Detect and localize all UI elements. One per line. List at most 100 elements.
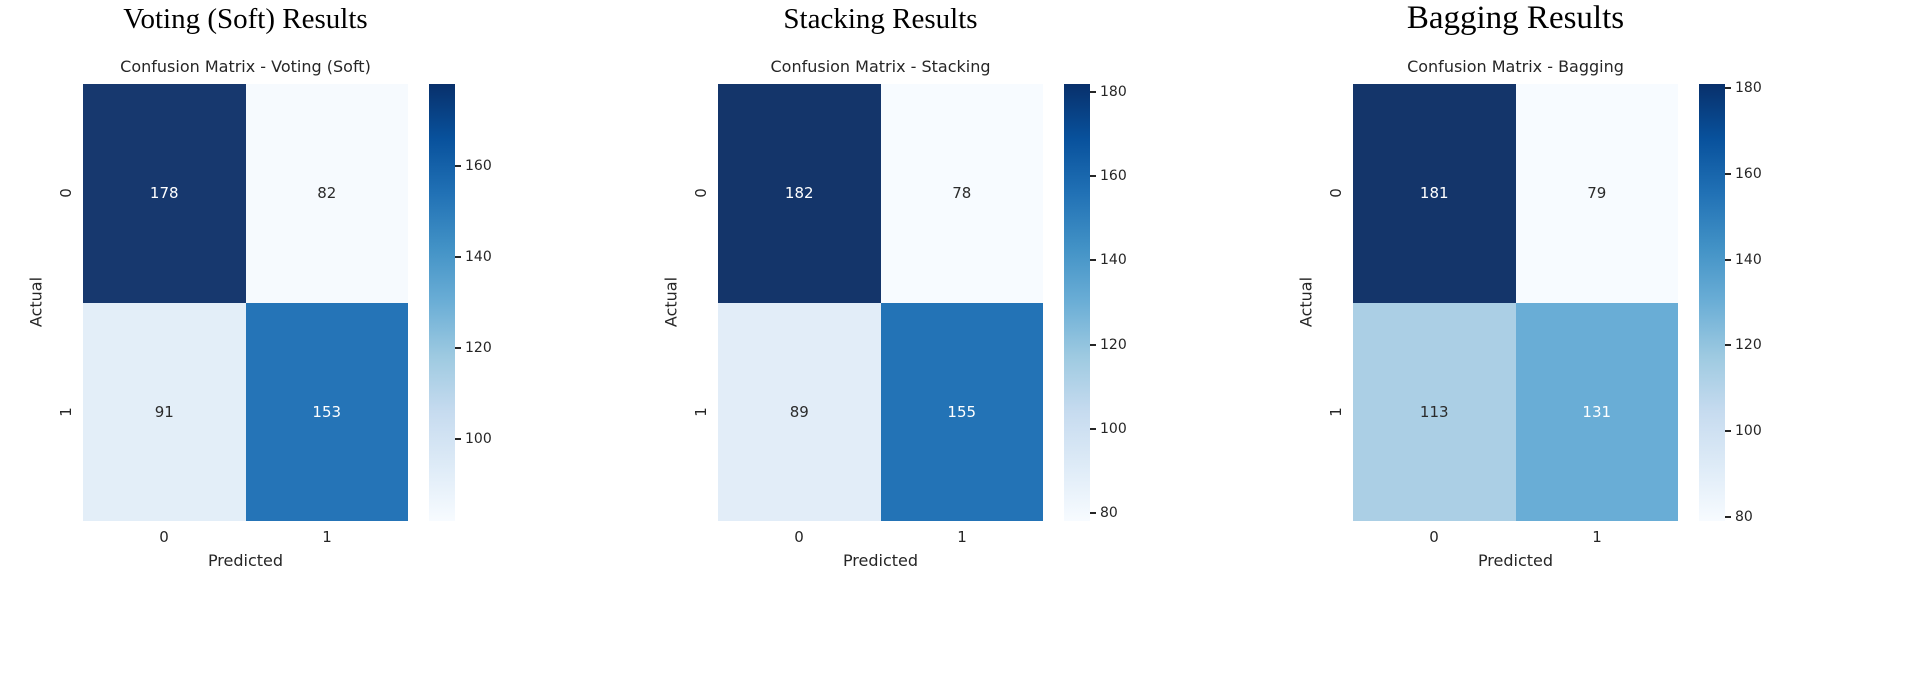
colorbar-tick: 140	[1725, 253, 1762, 267]
y-tick-label: 1	[1327, 407, 1345, 417]
confusion-matrix-heatmap: 182 78 89 155	[718, 84, 1043, 521]
colorbar-tickmark	[1725, 258, 1731, 261]
colorbar-tickmark	[455, 164, 461, 167]
matrix-cell: 82	[245, 84, 408, 303]
colorbar-tickmark	[1725, 87, 1731, 90]
colorbar-tick: 180	[1725, 81, 1762, 95]
colorbar-tick: 120	[455, 341, 492, 355]
colorbar-tick: 100	[1725, 424, 1762, 438]
colorbar-ticks: 100 120 140 160	[455, 84, 507, 521]
colorbar-tick-label: 140	[465, 248, 492, 265]
panel-title: Voting (Soft) Results	[123, 3, 368, 35]
panel-voting-soft: Voting (Soft) Results Confusion Matrix -…	[0, 0, 635, 693]
colorbar-tick-label: 100	[1100, 420, 1127, 437]
y-tick-label: 1	[692, 407, 710, 417]
colorbar-gradient	[429, 84, 455, 521]
colorbar-tick-label: 100	[1735, 423, 1762, 440]
colorbar-tick-label: 180	[1735, 80, 1762, 97]
y-tick-label: 1	[57, 407, 75, 417]
colorbar-tickmark	[1725, 172, 1731, 175]
x-tick-label: 1	[322, 528, 332, 546]
colorbar-tickmark	[1090, 175, 1096, 178]
colorbar-gradient	[1064, 84, 1090, 521]
colorbar-tick-label: 160	[465, 157, 492, 174]
y-tick-label: 0	[1327, 188, 1345, 198]
colorbar-tickmark	[1090, 343, 1096, 346]
panel-title: Stacking Results	[783, 3, 978, 35]
colorbar-tickmark	[1090, 91, 1096, 94]
x-tick-label: 0	[794, 528, 804, 546]
y-axis-label: Actual	[1296, 276, 1316, 328]
colorbar-tickmark	[455, 255, 461, 258]
colorbar-tickmark	[455, 347, 461, 350]
x-tick-label: 0	[159, 528, 169, 546]
colorbar: 100 120 140 160	[429, 84, 492, 521]
colorbar-tick-label: 100	[465, 431, 492, 448]
panel-bagging: Bagging Results Confusion Matrix - Baggi…	[1270, 0, 1905, 693]
colorbar-tick: 80	[1090, 506, 1118, 520]
colorbar-tick-label: 120	[465, 340, 492, 357]
confusion-matrix-heatmap: 178 82 91 153	[83, 84, 408, 521]
colorbar-tick-label: 120	[1735, 337, 1762, 354]
matrix-cell: 78	[880, 84, 1043, 303]
colorbar-tick-label: 120	[1100, 336, 1127, 353]
colorbar-tick: 160	[455, 159, 492, 173]
y-axis-label: Actual	[661, 276, 681, 328]
colorbar-tick: 160	[1090, 169, 1127, 183]
colorbar-tickmark	[1725, 430, 1731, 433]
colorbar-tick: 120	[1725, 338, 1762, 352]
colorbar-ticks: 80 100 120 140 160 180	[1725, 81, 1777, 524]
y-tick-label: 0	[692, 188, 710, 198]
colorbar-tick: 180	[1090, 85, 1127, 99]
colorbar-tick-label: 160	[1100, 168, 1127, 185]
matrix-cell: 178	[83, 84, 246, 303]
colorbar-tickmark	[1090, 427, 1096, 430]
colorbar-tick-label: 180	[1100, 84, 1127, 101]
colorbar-tickmark	[1725, 344, 1731, 347]
axes-title: Confusion Matrix - Stacking	[770, 57, 991, 76]
x-tick-label: 1	[957, 528, 967, 546]
matrix-cell: 79	[1515, 84, 1678, 303]
panel-stacking: Stacking Results Confusion Matrix - Stac…	[635, 0, 1270, 693]
colorbar-tick-label: 80	[1735, 508, 1753, 525]
colorbar-gradient	[1699, 84, 1725, 521]
matrix-cell: 89	[718, 302, 881, 521]
matrix-cell: 182	[718, 84, 881, 303]
colorbar-tick: 140	[455, 250, 492, 264]
x-tick-label: 1	[1592, 528, 1602, 546]
colorbar-tick: 100	[455, 432, 492, 446]
colorbar-tick-label: 80	[1100, 504, 1118, 521]
matrix-cell: 181	[1353, 84, 1516, 303]
colorbar-tickmark	[1090, 511, 1096, 514]
x-axis-label: Predicted	[1477, 551, 1554, 570]
colorbar: 80 100 120 140 160 180	[1064, 84, 1127, 521]
colorbar-tickmark	[455, 438, 461, 441]
colorbar-ticks: 80 100 120 140 160 180	[1090, 84, 1142, 521]
colorbar-tick: 120	[1090, 338, 1127, 352]
axes-title: Confusion Matrix - Voting (Soft)	[120, 57, 371, 76]
matrix-cell: 91	[83, 302, 246, 521]
colorbar-tick-label: 160	[1735, 165, 1762, 182]
y-tick-label: 0	[57, 188, 75, 198]
colorbar-tick: 80	[1725, 510, 1753, 524]
colorbar-tick-label: 140	[1100, 252, 1127, 269]
colorbar-tick: 160	[1725, 167, 1762, 181]
colorbar-tickmark	[1725, 515, 1731, 518]
panel-title: Bagging Results	[1406, 0, 1625, 36]
y-axis-label: Actual	[26, 276, 46, 328]
axes-title: Confusion Matrix - Bagging	[1407, 57, 1624, 76]
x-axis-label: Predicted	[842, 551, 919, 570]
x-tick-label: 0	[1429, 528, 1439, 546]
colorbar-tick: 140	[1090, 253, 1127, 267]
colorbar: 80 100 120 140 160 180	[1699, 81, 1762, 524]
colorbar-tick: 100	[1090, 422, 1127, 436]
matrix-cell: 131	[1515, 302, 1678, 521]
colorbar-tickmark	[1090, 259, 1096, 262]
matrix-cell: 153	[245, 302, 408, 521]
confusion-matrix-heatmap: 181 79 113 131	[1353, 84, 1678, 521]
x-axis-label: Predicted	[207, 551, 284, 570]
colorbar-tick-label: 140	[1735, 251, 1762, 268]
matrix-cell: 113	[1353, 302, 1516, 521]
matrix-cell: 155	[880, 302, 1043, 521]
